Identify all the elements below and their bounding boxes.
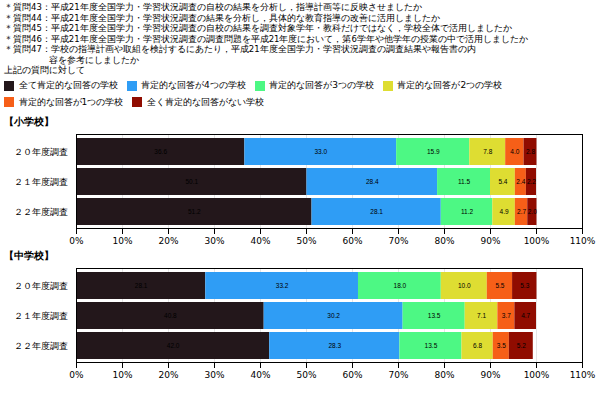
svg-text:3.7: 3.7 [502, 312, 511, 319]
svg-text:4.0: 4.0 [510, 148, 519, 155]
html-text:＊質問46：平成21年度全国学力・学習状況調査の調査問題を平: ＊質問46：平成21年度全国学力・学習状況調査の調査問題を平成21年度において，… [4, 33, 528, 44]
svg-text:２１年度調査: ２１年度調査 [14, 311, 68, 321]
svg-text:100%: 100% [524, 370, 550, 380]
svg-text:2.4: 2.4 [516, 178, 525, 185]
svg-text:80%: 80% [434, 370, 454, 380]
svg-text:5.3: 5.3 [520, 282, 529, 289]
svg-text:33.2: 33.2 [276, 282, 289, 289]
svg-text:100%: 100% [524, 236, 550, 246]
svg-text:40%: 40% [250, 236, 270, 246]
svg-text:7.1: 7.1 [477, 312, 486, 319]
html-text:上記の質問に対して: 上記の質問に対して [4, 65, 85, 75]
svg-text:2.0: 2.0 [528, 208, 537, 215]
svg-text:２０年度調査: ２０年度調査 [14, 281, 68, 291]
svg-text:28.1: 28.1 [135, 282, 148, 289]
html-text:肯定的な回答が3つの学校: 肯定的な回答が3つの学校 [269, 80, 374, 91]
svg-text:70%: 70% [388, 236, 408, 246]
svg-text:18.0: 18.0 [394, 282, 407, 289]
svg-text:90%: 90% [480, 236, 500, 246]
svg-text:40%: 40% [250, 370, 270, 380]
html-text:＊質問43：平成21年度全国学力・学習状況調査の自校の結果を: ＊質問43：平成21年度全国学力・学習状況調査の自校の結果を分析し，指導計画等に… [4, 2, 422, 12]
svg-text:28.1: 28.1 [370, 208, 383, 215]
html-text:【小学校】: 【小学校】 [4, 116, 54, 127]
svg-text:2.7: 2.7 [517, 208, 526, 215]
svg-text:28.3: 28.3 [328, 342, 341, 349]
svg-text:50%: 50% [296, 236, 316, 246]
svg-text:10.0: 10.0 [458, 282, 471, 289]
html-text:肯定的な回答が2つの学校: 肯定的な回答が2つの学校 [397, 80, 503, 91]
svg-text:10%: 10% [112, 370, 132, 380]
svg-text:3.5: 3.5 [497, 342, 506, 349]
svg-text:２２年度調査: ２２年度調査 [14, 341, 68, 351]
svg-text:7.8: 7.8 [483, 148, 492, 155]
html-text:＊質問44：平成21年度全国学力・学習状況調査の結果を分析し: ＊質問44：平成21年度全国学力・学習状況調査の結果を分析し，具体的な教育指導の… [4, 12, 440, 23]
svg-text:36.6: 36.6 [154, 148, 167, 155]
html-text:全く肯定的な回答がない学校: 全く肯定的な回答がない学校 [146, 96, 264, 107]
svg-text:2.2: 2.2 [527, 178, 536, 185]
svg-text:51.2: 51.2 [188, 208, 201, 215]
html-text:肯定的な回答が1つの学校: 肯定的な回答が1つの学校 [18, 96, 124, 107]
svg-text:13.5: 13.5 [425, 342, 438, 349]
svg-text:20%: 20% [158, 236, 178, 246]
svg-text:13.5: 13.5 [428, 312, 441, 319]
svg-text:5.4: 5.4 [498, 178, 507, 185]
html-text:全て肯定的な回答の学校: 全て肯定的な回答の学校 [18, 80, 118, 91]
svg-text:4.9: 4.9 [500, 208, 509, 215]
html-text:肯定的な回答が4つの学校: 肯定的な回答が4つの学校 [141, 80, 246, 91]
svg-text:10%: 10% [112, 236, 132, 246]
svg-text:20%: 20% [158, 370, 178, 380]
svg-text:6.8: 6.8 [473, 342, 482, 349]
html-text:【中学校】: 【中学校】 [4, 250, 54, 261]
svg-text:11.2: 11.2 [461, 208, 474, 215]
svg-text:30.2: 30.2 [327, 312, 340, 319]
svg-text:70%: 70% [388, 370, 408, 380]
svg-text:30%: 30% [204, 370, 224, 380]
svg-text:50%: 50% [296, 370, 316, 380]
svg-text:30%: 30% [204, 236, 224, 246]
svg-text:60%: 60% [342, 370, 362, 380]
svg-text:0%: 0% [69, 236, 84, 246]
svg-text:２０年度調査: ２０年度調査 [14, 147, 68, 157]
svg-text:11.5: 11.5 [458, 178, 471, 185]
html-text:容を参考にしましたか: 容を参考にしましたか [4, 54, 139, 65]
svg-text:90%: 90% [480, 370, 500, 380]
svg-text:0%: 0% [69, 370, 84, 380]
html-text:＊質問47：学校の指導計画や取組を検討するにあたり，平成21: ＊質問47：学校の指導計画や取組を検討するにあたり，平成21年度全国学力・学習状… [4, 44, 476, 54]
svg-text:28.4: 28.4 [366, 178, 379, 185]
svg-text:4.7: 4.7 [521, 312, 530, 319]
svg-text:15.9: 15.9 [427, 148, 440, 155]
svg-text:5.2: 5.2 [517, 342, 526, 349]
svg-text:40.8: 40.8 [164, 312, 177, 319]
svg-text:42.0: 42.0 [167, 342, 180, 349]
svg-text:33.0: 33.0 [314, 148, 327, 155]
svg-text:60%: 60% [342, 236, 362, 246]
svg-text:110%: 110% [570, 370, 596, 380]
html-text:＊質問45：平成21年度全国学力・学習状況調査の自校の結果を: ＊質問45：平成21年度全国学力・学習状況調査の自校の結果を調査対象学年・教科だ… [4, 23, 512, 33]
svg-text:２１年度調査: ２１年度調査 [14, 177, 68, 187]
svg-text:80%: 80% [434, 236, 454, 246]
svg-text:２２年度調査: ２２年度調査 [14, 207, 68, 217]
svg-text:5.5: 5.5 [495, 282, 504, 289]
svg-text:2.8: 2.8 [526, 148, 535, 155]
svg-text:110%: 110% [570, 236, 596, 246]
svg-text:50.1: 50.1 [185, 178, 198, 185]
